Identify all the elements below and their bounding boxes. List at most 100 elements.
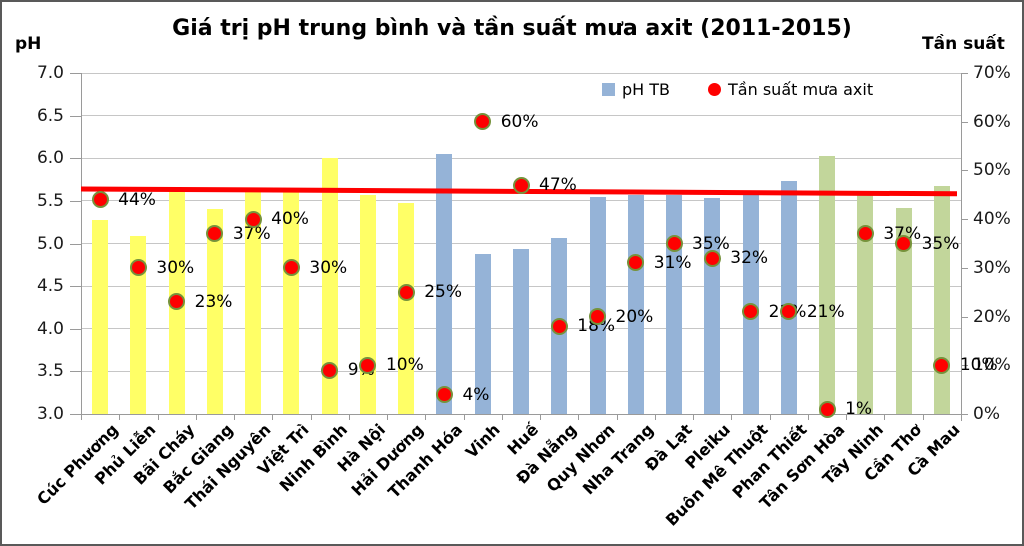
bar-4 xyxy=(245,192,262,414)
data-point-label: 23% xyxy=(194,291,233,312)
bar-21 xyxy=(895,207,912,414)
bar-20 xyxy=(857,194,874,414)
left-axis-tick xyxy=(70,414,81,415)
left-axis-tick xyxy=(70,73,81,74)
x-axis-tick xyxy=(463,414,465,420)
data-point-label: 37% xyxy=(883,223,922,244)
right-axis-tick-label: 10% xyxy=(973,355,1011,376)
x-axis-tick xyxy=(272,414,274,420)
grid-line xyxy=(81,157,961,159)
x-axis-tick xyxy=(81,414,82,420)
data-point-14 xyxy=(627,254,645,272)
right-axis-tick xyxy=(961,170,968,172)
data-point-4 xyxy=(244,210,262,228)
data-point-label: 47% xyxy=(539,175,577,196)
right-axis-tick xyxy=(961,219,968,221)
x-axis-tick xyxy=(654,414,656,420)
x-axis-tick xyxy=(961,414,962,420)
data-point-label: 35% xyxy=(692,233,730,254)
data-point-12 xyxy=(550,317,568,335)
x-axis-tick xyxy=(119,414,121,420)
left-axis-line xyxy=(81,73,82,414)
x-axis-tick xyxy=(578,414,580,420)
right-axis-tick-label: 60% xyxy=(973,111,1011,132)
x-axis-line xyxy=(81,414,961,415)
data-point-label: 37% xyxy=(232,223,271,244)
x-axis-tick xyxy=(310,414,312,420)
data-point-22 xyxy=(933,356,951,374)
right-axis-tick-label: 0% xyxy=(973,404,1000,424)
data-point-9 xyxy=(435,386,453,403)
data-point-label: 20% xyxy=(615,306,654,327)
left-axis-tick xyxy=(70,115,81,117)
data-point-label: 21% xyxy=(806,301,845,322)
left-axis-tick xyxy=(70,371,81,373)
data-point-label: 10% xyxy=(385,355,424,376)
bar-6 xyxy=(321,158,338,414)
left-axis-tick xyxy=(70,328,81,330)
bar-1 xyxy=(130,235,147,414)
bar-13 xyxy=(589,196,606,414)
data-point-6 xyxy=(321,361,339,379)
bar-0 xyxy=(92,220,109,414)
grid-line xyxy=(81,72,961,74)
data-point-7 xyxy=(359,356,377,374)
x-axis-tick xyxy=(348,414,350,420)
x-axis-tick xyxy=(540,414,542,420)
left-axis-tick-label: 6.0 xyxy=(36,148,64,169)
data-point-5 xyxy=(282,259,300,277)
x-axis-tick xyxy=(616,414,618,420)
right-axis-tick xyxy=(961,365,968,367)
bar-5 xyxy=(283,192,300,414)
bar-11 xyxy=(513,249,529,414)
data-point-15 xyxy=(665,235,683,252)
data-point-19 xyxy=(818,400,836,418)
x-axis-tick xyxy=(884,414,886,420)
legend-item-0: pH TB xyxy=(602,80,670,99)
right-axis-tick xyxy=(961,316,968,318)
right-axis-tick-label: 50% xyxy=(973,160,1011,181)
data-point-8 xyxy=(397,283,415,301)
left-axis-tick xyxy=(70,200,81,202)
left-axis-tick-label: 7.0 xyxy=(36,63,64,83)
left-axis-tick-label: 6.5 xyxy=(36,105,64,126)
data-point-label: 4% xyxy=(462,384,490,405)
right-axis-tick-label: 70% xyxy=(973,63,1011,83)
legend-label: pH TB xyxy=(622,80,671,99)
right-axis-tick xyxy=(961,73,968,74)
x-axis-tick xyxy=(846,414,848,420)
data-point-11 xyxy=(512,176,530,194)
legend-label: Tần suất mưa axit xyxy=(728,80,874,99)
data-point-label: 30% xyxy=(309,257,348,278)
data-point-label: 44% xyxy=(118,189,156,210)
left-axis-tick-label: 4.0 xyxy=(36,318,64,339)
bar-3 xyxy=(206,209,223,414)
data-point-16 xyxy=(703,249,721,267)
x-axis-tick xyxy=(387,414,389,420)
right-axis-tick-label: 20% xyxy=(973,306,1011,327)
legend-circle-marker-icon xyxy=(708,83,722,96)
x-axis-tick xyxy=(234,414,236,420)
grid-line xyxy=(81,200,961,202)
data-point-18 xyxy=(780,303,798,321)
data-point-label: 40% xyxy=(271,209,309,230)
data-point-label: 25% xyxy=(424,282,462,303)
left-axis-tick-label: 3.0 xyxy=(36,404,64,424)
left-axis-tick-label: 4.5 xyxy=(36,276,64,297)
right-axis-tick xyxy=(961,414,968,415)
data-point-3 xyxy=(206,225,224,243)
left-axis-tick xyxy=(70,243,81,245)
right-axis-line xyxy=(961,73,962,421)
data-point-label: 60% xyxy=(500,111,539,132)
x-axis-tick xyxy=(693,414,695,420)
x-axis-tick xyxy=(769,414,771,420)
data-point-10 xyxy=(474,113,492,131)
data-point-13 xyxy=(589,308,607,326)
bar-9 xyxy=(436,153,453,414)
bar-8 xyxy=(398,203,415,414)
data-point-20 xyxy=(856,225,874,243)
bar-18 xyxy=(780,181,797,414)
left-axis-tick-label: 5.0 xyxy=(36,233,64,254)
x-axis-tick xyxy=(807,414,809,420)
data-point-label: 18% xyxy=(577,316,616,337)
